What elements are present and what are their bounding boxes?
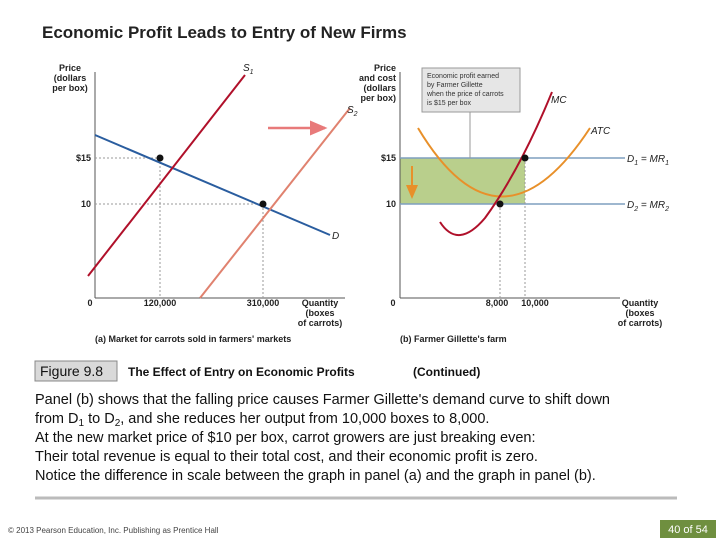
origin: 0 xyxy=(390,298,395,308)
x-label: of carrots) xyxy=(298,318,343,328)
caption: (b) Farmer Gillette's farm xyxy=(400,334,507,344)
title: Economic Profit Leads to Entry of New Fi… xyxy=(42,23,407,42)
y-tick: $15 xyxy=(381,153,396,163)
y-tick: 10 xyxy=(81,199,91,209)
origin: 0 xyxy=(87,298,92,308)
callout: by Farmer Gillette xyxy=(427,82,483,89)
panel-b: Economic profit earned by Farmer Gillett… xyxy=(359,63,669,344)
x-tick: 310,000 xyxy=(247,298,280,308)
curve-label: D2 = MR2 xyxy=(627,200,669,213)
x-label: (boxes xyxy=(305,308,334,318)
callout: is $15 per box xyxy=(427,100,471,107)
curve-label: S2 xyxy=(347,105,358,118)
body-line: At the new market price of $10 per box, … xyxy=(35,430,536,446)
figure-title: The Effect of Entry on Economic Profits xyxy=(128,365,355,379)
body-line: from D1 to D2, and she reduces her outpu… xyxy=(35,411,489,429)
body-line: Panel (b) shows that the falling price c… xyxy=(35,392,610,408)
body-line: Notice the difference in scale between t… xyxy=(35,468,596,484)
x-label: (boxes xyxy=(625,308,654,318)
y-tick: 10 xyxy=(386,199,396,209)
panel-a: Price (dollars per box) $15 10 0 120,000… xyxy=(52,63,357,344)
y-label: (dollars xyxy=(54,73,87,83)
figure-note: (Continued) xyxy=(413,365,480,379)
x-tick: 8,000 xyxy=(486,298,509,308)
curve-label: S1 xyxy=(243,63,254,76)
callout: Economic profit earned xyxy=(427,73,499,80)
y-label: Price xyxy=(59,63,81,73)
x-tick: 10,000 xyxy=(521,298,549,308)
copyright: © 2013 Pearson Education, Inc. Publishin… xyxy=(8,526,219,535)
y-label: (dollars xyxy=(363,83,396,93)
y-label: per box) xyxy=(360,93,396,103)
page-number: 40 of 54 xyxy=(668,524,708,536)
body-line: Their total revenue is equal to their to… xyxy=(35,449,538,465)
y-tick: $15 xyxy=(76,153,91,163)
y-label: per box) xyxy=(52,83,88,93)
callout: when the price of carrots xyxy=(426,91,504,98)
curve-label: D xyxy=(332,231,339,242)
figure-label: Figure 9.8 xyxy=(40,363,103,379)
x-label: Quantity xyxy=(622,298,659,308)
y-label: and cost xyxy=(359,73,396,83)
x-label: Quantity xyxy=(302,298,339,308)
curve-label: MC xyxy=(551,95,567,106)
curve-label: ATC xyxy=(590,126,611,137)
curve-label: D1 = MR1 xyxy=(627,154,669,167)
y-label: Price xyxy=(374,63,396,73)
caption: (a) Market for carrots sold in farmers' … xyxy=(95,334,291,344)
x-tick: 120,000 xyxy=(144,298,177,308)
x-label: of carrots) xyxy=(618,318,663,328)
